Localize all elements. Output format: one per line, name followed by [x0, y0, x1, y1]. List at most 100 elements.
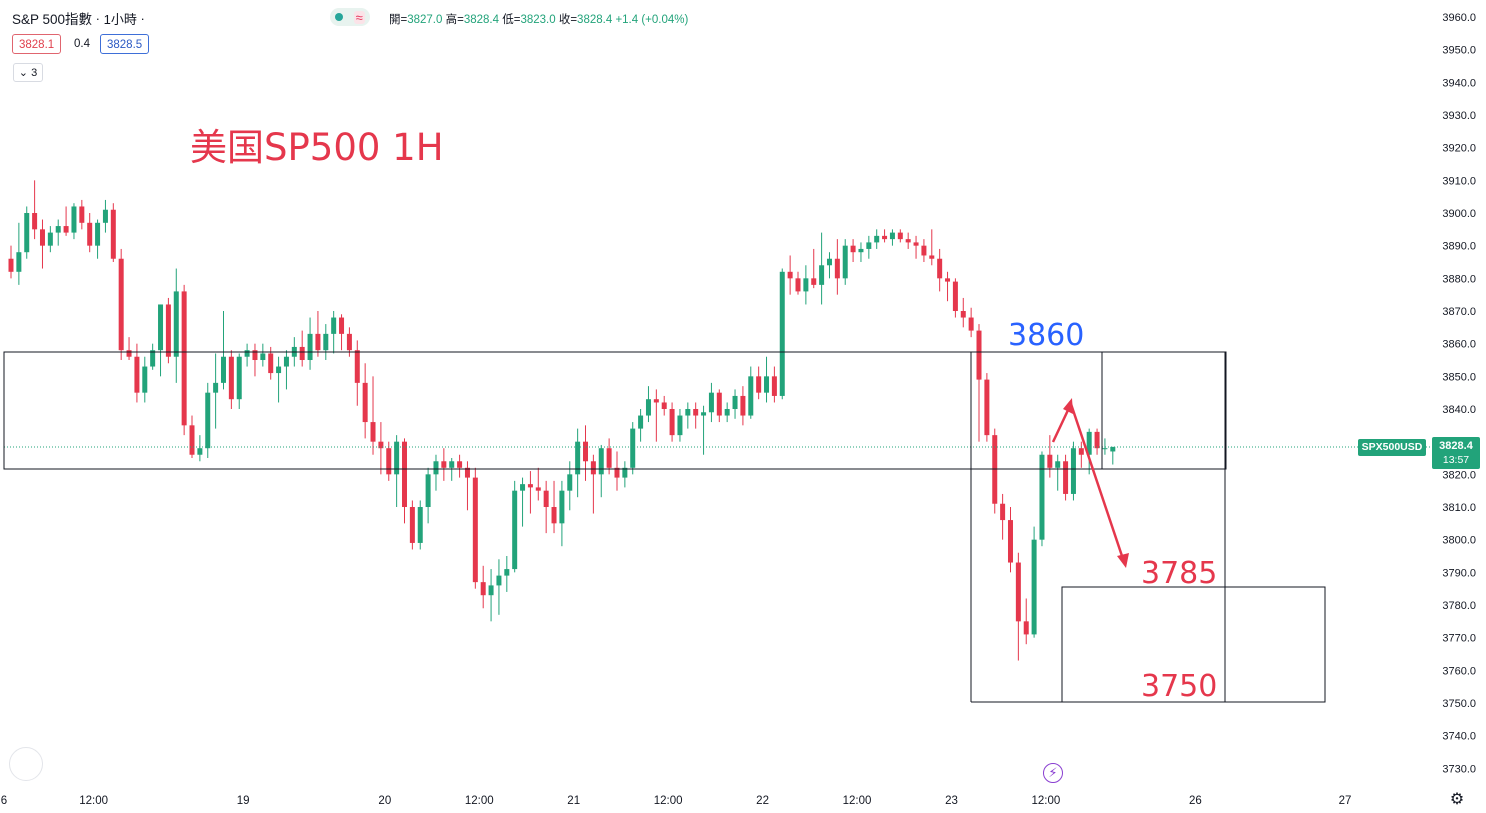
candle-body: [480, 582, 486, 596]
x-tick-label: 27: [1339, 795, 1352, 807]
candle-body: [708, 392, 714, 413]
x-tick-label: 12:00: [465, 795, 494, 807]
candle-body: [882, 235, 888, 240]
candle-body: [826, 258, 832, 266]
lightning-icon[interactable]: ⚡: [1043, 763, 1063, 783]
ticker-badge: SPX500USD: [1358, 439, 1426, 456]
candle-body: [307, 333, 313, 361]
symbol-header[interactable]: S&P 500指數 · 1小時 ·: [12, 9, 145, 28]
candle-body: [370, 422, 376, 442]
close-value: 3828.4: [577, 14, 613, 26]
bid-price-box[interactable]: 3828.1: [12, 34, 62, 54]
y-tick-label: 3750.0: [1442, 698, 1476, 710]
candle-body: [1055, 461, 1061, 468]
candle-body: [299, 346, 305, 361]
low-label: 低=: [502, 14, 521, 26]
candle-body: [512, 490, 518, 570]
y-tick-label: 3870.0: [1442, 306, 1476, 318]
candle-body: [661, 402, 667, 410]
candle-body: [268, 353, 274, 374]
y-tick-label: 3920.0: [1442, 143, 1476, 155]
target-box-upper: [970, 351, 1103, 470]
y-tick-label: 3780.0: [1442, 600, 1476, 612]
ask-price-box[interactable]: 3828.5: [100, 34, 150, 54]
open-label: 開=: [389, 14, 408, 26]
x-tick-label: 6: [1, 795, 7, 807]
candle-body: [102, 209, 108, 223]
time-axis[interactable]: 6 12:00 19 20 12:00 21 12:00 22 12:00 23 12:00 26 27: [1, 795, 1352, 807]
candle-body: [724, 409, 730, 416]
candle-body: [653, 399, 659, 403]
candle-body: [645, 399, 651, 416]
x-tick-label: 12:00: [79, 795, 108, 807]
candle-body: [386, 448, 392, 475]
candle-body: [740, 395, 746, 416]
candle-body: [567, 474, 573, 491]
candle-body: [732, 395, 738, 410]
projection-arrow-up: [1051, 398, 1073, 443]
candle-body: [968, 317, 974, 331]
target-box-lower: [1061, 586, 1326, 703]
candle-body: [315, 333, 321, 351]
gear-icon[interactable]: ⚙: [1449, 791, 1465, 808]
candle-body: [339, 317, 345, 334]
candle-body: [472, 477, 478, 583]
y-tick-label: 3940.0: [1442, 77, 1476, 89]
candle-body: [47, 232, 53, 246]
candle-body: [95, 222, 101, 246]
candle-body: [858, 248, 864, 253]
candle-body: [787, 271, 793, 279]
candle-body: [378, 441, 384, 449]
indicators-toggle[interactable]: ⌄ 3: [13, 63, 43, 82]
candle-body: [598, 448, 604, 475]
candle-body: [150, 350, 156, 367]
candle-body: [583, 441, 589, 462]
x-tick-label: 21: [567, 795, 580, 807]
candle-body: [449, 461, 455, 468]
interval-label[interactable]: 1小時: [103, 11, 137, 27]
candle-body: [252, 350, 258, 361]
candle-body: [1102, 448, 1108, 450]
price-axis[interactable]: 3730.0 3740.0 3750.0 3760.0 3770.0 3780.0 3790…: [1442, 12, 1476, 775]
high-label: 高=: [445, 14, 464, 26]
y-tick-label: 3900.0: [1442, 208, 1476, 220]
market-status-pill[interactable]: ≈: [330, 8, 370, 26]
x-tick-label: 19: [237, 795, 250, 807]
candle-body: [118, 258, 124, 351]
last-price-badge: 3828.4 13:57: [1432, 437, 1480, 469]
bar-countdown: 13:57: [1442, 454, 1470, 466]
y-tick-label: 3880.0: [1442, 273, 1476, 285]
candle-body: [929, 255, 935, 259]
symbol-name[interactable]: S&P 500指數: [12, 12, 93, 27]
x-tick-label: 12:00: [843, 795, 872, 807]
candle-body: [323, 333, 329, 351]
separator-dot: ·: [92, 10, 104, 26]
candle-body: [551, 507, 557, 524]
candle-body: [937, 258, 943, 279]
candle-body: [1070, 448, 1076, 494]
candle-body: [1047, 454, 1053, 468]
candle-body: [504, 569, 510, 576]
candle-body: [181, 291, 187, 426]
wave-icon: ≈: [353, 9, 365, 25]
candle-body: [1000, 503, 1006, 521]
candle-body: [575, 441, 581, 475]
candle-body: [1015, 562, 1021, 622]
candle-body: [87, 222, 93, 246]
candle-body: [614, 467, 620, 478]
candle-body: [913, 242, 919, 246]
candle-body: [1039, 454, 1045, 540]
x-tick-label: 20: [378, 795, 391, 807]
candle-body: [244, 350, 250, 357]
candle-body: [425, 474, 431, 508]
candle-body: [110, 209, 116, 259]
candle-body: [1086, 431, 1092, 455]
circle-icon[interactable]: [9, 747, 43, 781]
candle-body: [795, 278, 801, 292]
candle-body: [590, 461, 596, 475]
candle-body: [630, 428, 636, 468]
candle-body: [331, 317, 337, 334]
candle-body: [756, 376, 762, 393]
candle-body: [197, 448, 203, 455]
